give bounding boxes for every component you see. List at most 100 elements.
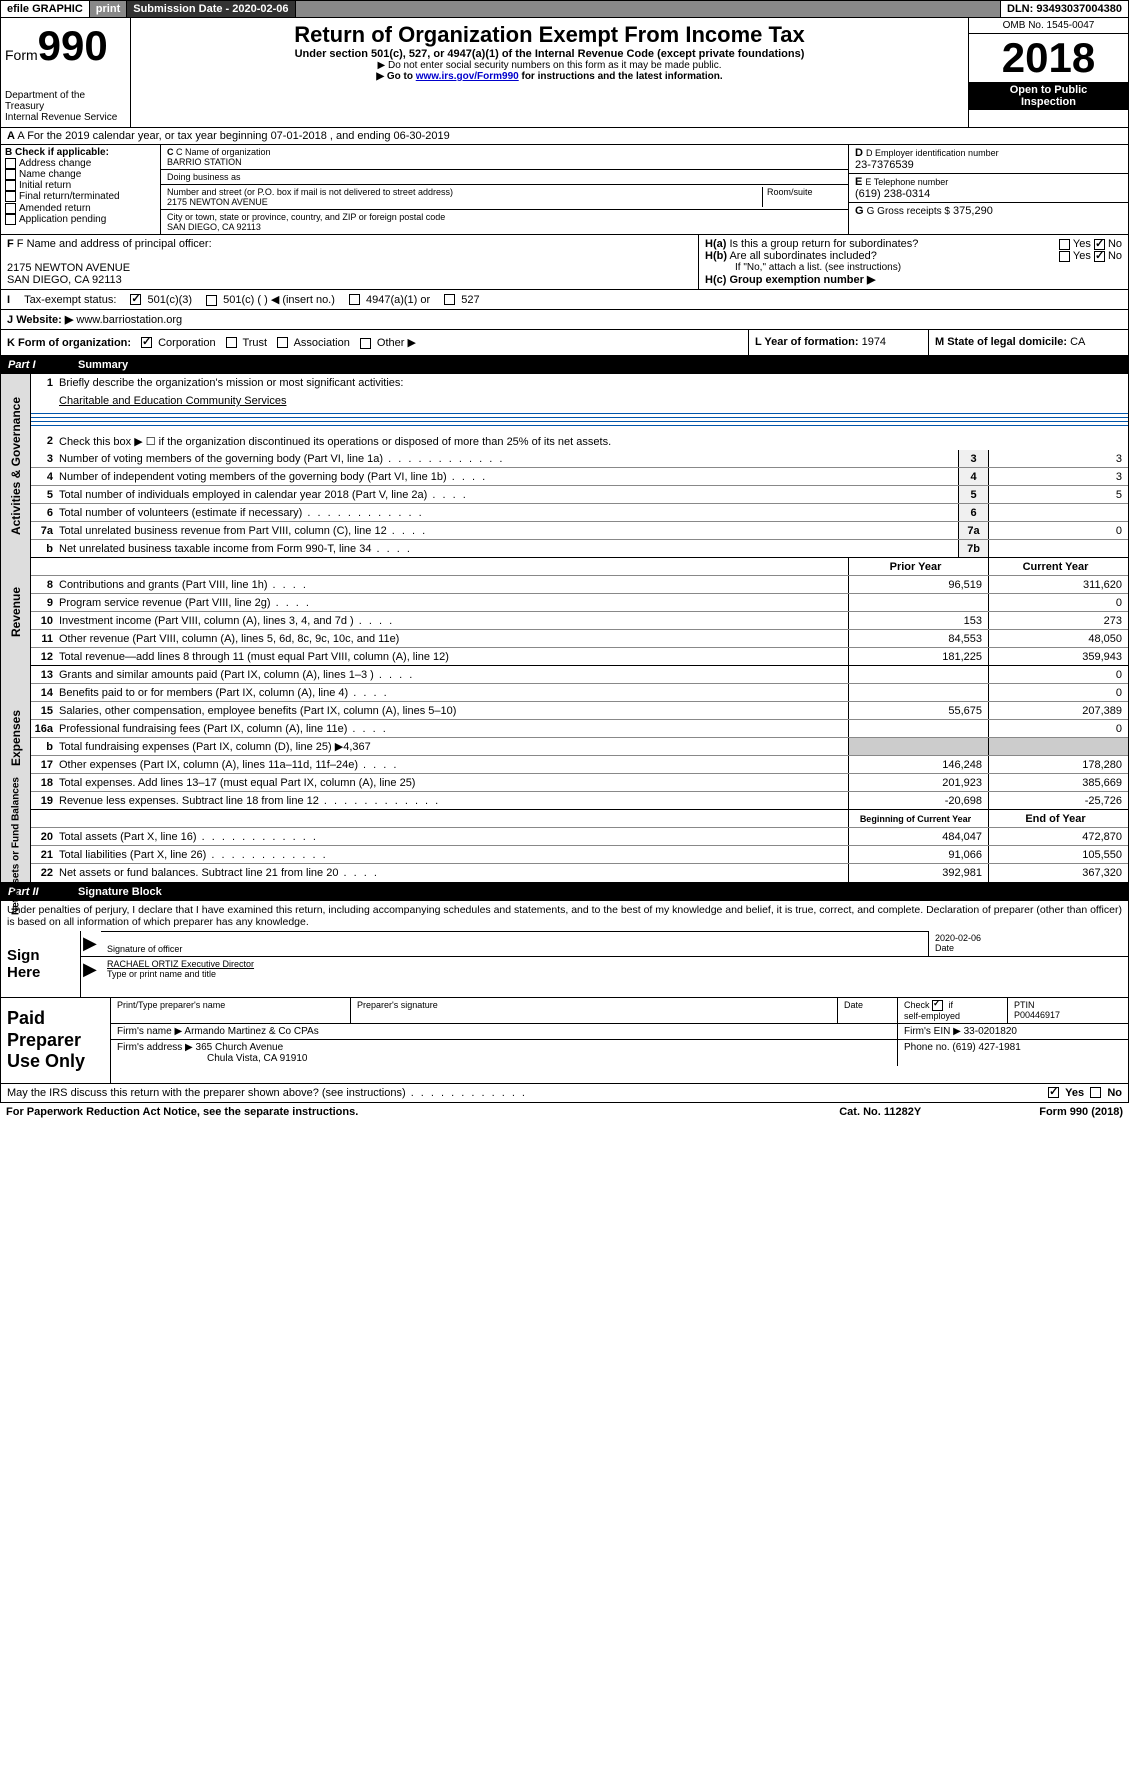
p10: 153 <box>848 612 988 629</box>
p19: -20,698 <box>848 792 988 809</box>
firm-name: Armando Martinez & Co CPAs <box>184 1026 318 1037</box>
print-button[interactable]: print <box>90 1 127 17</box>
gross-receipts: 375,290 <box>953 205 993 217</box>
ha-yes[interactable] <box>1059 239 1070 250</box>
discuss-no[interactable] <box>1090 1087 1101 1098</box>
top-bar: efile GRAPHIC print Submission Date - 20… <box>0 0 1129 18</box>
side-revenue: Revenue <box>9 587 23 637</box>
firm-phone: (619) 427-1981 <box>952 1042 1020 1053</box>
i-501c3[interactable] <box>130 294 141 305</box>
section-governance: Activities & Governance 1Briefly describ… <box>0 374 1129 558</box>
self-employed-check[interactable] <box>932 1000 943 1011</box>
k-corp[interactable] <box>141 337 152 348</box>
p16a <box>848 720 988 737</box>
cat-no: Cat. No. 11282Y <box>839 1106 1039 1118</box>
part-2-header: Part IISignature Block <box>0 883 1129 901</box>
submission-date: Submission Date - 2020-02-06 <box>127 1 295 17</box>
preparer-label: Paid Preparer Use Only <box>1 998 111 1083</box>
header-center: Return of Organization Exempt From Incom… <box>131 18 968 127</box>
officer-name: RACHAEL ORTIZ Executive Director <box>107 959 254 969</box>
end-year-header: End of Year <box>988 810 1128 827</box>
c8: 311,620 <box>988 576 1128 593</box>
c19: -25,726 <box>988 792 1128 809</box>
ein: 23-7376539 <box>855 159 914 171</box>
val-3: 3 <box>988 450 1128 467</box>
efile-label: efile GRAPHIC <box>1 1 90 17</box>
c17: 178,280 <box>988 756 1128 773</box>
subtitle-2: ▶ Do not enter social security numbers o… <box>135 60 964 71</box>
p17: 146,248 <box>848 756 988 773</box>
k-assoc[interactable] <box>277 337 288 348</box>
c22: 367,320 <box>988 864 1128 882</box>
box-b-label: B Check if applicable: <box>5 147 156 158</box>
form-footer: Form 990 (2018) <box>1039 1106 1123 1118</box>
i-527[interactable] <box>444 294 455 305</box>
arrow-icon: ▶ <box>81 957 101 982</box>
p12: 181,225 <box>848 648 988 665</box>
hb-no[interactable] <box>1094 251 1105 262</box>
form-title: Return of Organization Exempt From Incom… <box>135 22 964 48</box>
sign-date: 2020-02-06 <box>935 933 981 943</box>
p22: 392,981 <box>848 864 988 882</box>
val-4: 3 <box>988 468 1128 485</box>
omb-number: OMB No. 1545-0047 <box>969 18 1128 34</box>
preparer-block: Paid Preparer Use Only Print/Type prepar… <box>0 998 1129 1084</box>
form-number: 990 <box>38 22 108 69</box>
side-net: Net Assets or Fund Balances <box>10 777 21 915</box>
firm-ein: 33-0201820 <box>964 1026 1017 1037</box>
irs-label: Internal Revenue Service <box>5 112 126 123</box>
check-amended[interactable] <box>5 203 16 214</box>
hb-yes[interactable] <box>1059 251 1070 262</box>
form-label: Form <box>5 47 38 63</box>
discuss-yes[interactable] <box>1048 1087 1059 1098</box>
mission: Charitable and Education Community Servi… <box>59 395 286 407</box>
c16a: 0 <box>988 720 1128 737</box>
side-expenses: Expenses <box>9 710 23 766</box>
signature-block: Sign Here ▶ Signature of officer 2020-02… <box>0 931 1129 998</box>
section-i: I Tax-exempt status: 501(c)(3) 501(c) ( … <box>0 290 1129 310</box>
c10: 273 <box>988 612 1128 629</box>
check-address[interactable] <box>5 158 16 169</box>
box-f: F F Name and address of principal office… <box>1 235 698 289</box>
p13 <box>848 666 988 683</box>
phone: (619) 238-0314 <box>855 188 930 200</box>
ptin-val: P00446917 <box>1014 1010 1060 1020</box>
box-c: C C Name of organizationBARRIO STATION D… <box>161 145 848 234</box>
c11: 48,050 <box>988 630 1128 647</box>
p20: 484,047 <box>848 828 988 845</box>
check-pending[interactable] <box>5 214 16 225</box>
org-name: BARRIO STATION <box>167 157 242 167</box>
c18: 385,669 <box>988 774 1128 791</box>
box-h: H(a) Is this a group return for subordin… <box>698 235 1128 289</box>
firm-addr1: 365 Church Avenue <box>196 1042 284 1053</box>
section-j: J Website: ▶ www.barriostation.org <box>0 310 1129 330</box>
check-final[interactable] <box>5 191 16 202</box>
k-other[interactable] <box>360 338 371 349</box>
part-1-header: Part ISummary <box>0 356 1129 374</box>
i-4947[interactable] <box>349 294 360 305</box>
p9 <box>848 594 988 611</box>
p18: 201,923 <box>848 774 988 791</box>
dba-label: Doing business as <box>161 170 848 185</box>
section-netassets: Net Assets or Fund Balances Beginning of… <box>0 810 1129 883</box>
org-city: SAN DIEGO, CA 92113 <box>167 222 261 232</box>
p15: 55,675 <box>848 702 988 719</box>
c20: 472,870 <box>988 828 1128 845</box>
check-name[interactable] <box>5 169 16 180</box>
sign-here-label: Sign Here <box>1 931 81 997</box>
subtitle-3: ▶ Go to www.irs.gov/Form990 for instruct… <box>135 71 964 82</box>
check-initial[interactable] <box>5 180 16 191</box>
fundraising-exp: 4,367 <box>343 741 371 753</box>
website: www.barriostation.org <box>76 314 182 326</box>
discuss-row: May the IRS discuss this return with the… <box>0 1084 1129 1103</box>
topbar-spacer <box>296 1 1001 17</box>
k-trust[interactable] <box>226 337 237 348</box>
irs-link[interactable]: www.irs.gov/Form990 <box>416 71 519 82</box>
org-address: 2175 NEWTON AVENUE <box>167 197 268 207</box>
line-a: A A For the 2019 calendar year, or tax y… <box>0 127 1129 145</box>
header-right: OMB No. 1545-0047 2018 Open to PublicIns… <box>968 18 1128 127</box>
c13: 0 <box>988 666 1128 683</box>
p8: 96,519 <box>848 576 988 593</box>
i-501c[interactable] <box>206 295 217 306</box>
c21: 105,550 <box>988 846 1128 863</box>
